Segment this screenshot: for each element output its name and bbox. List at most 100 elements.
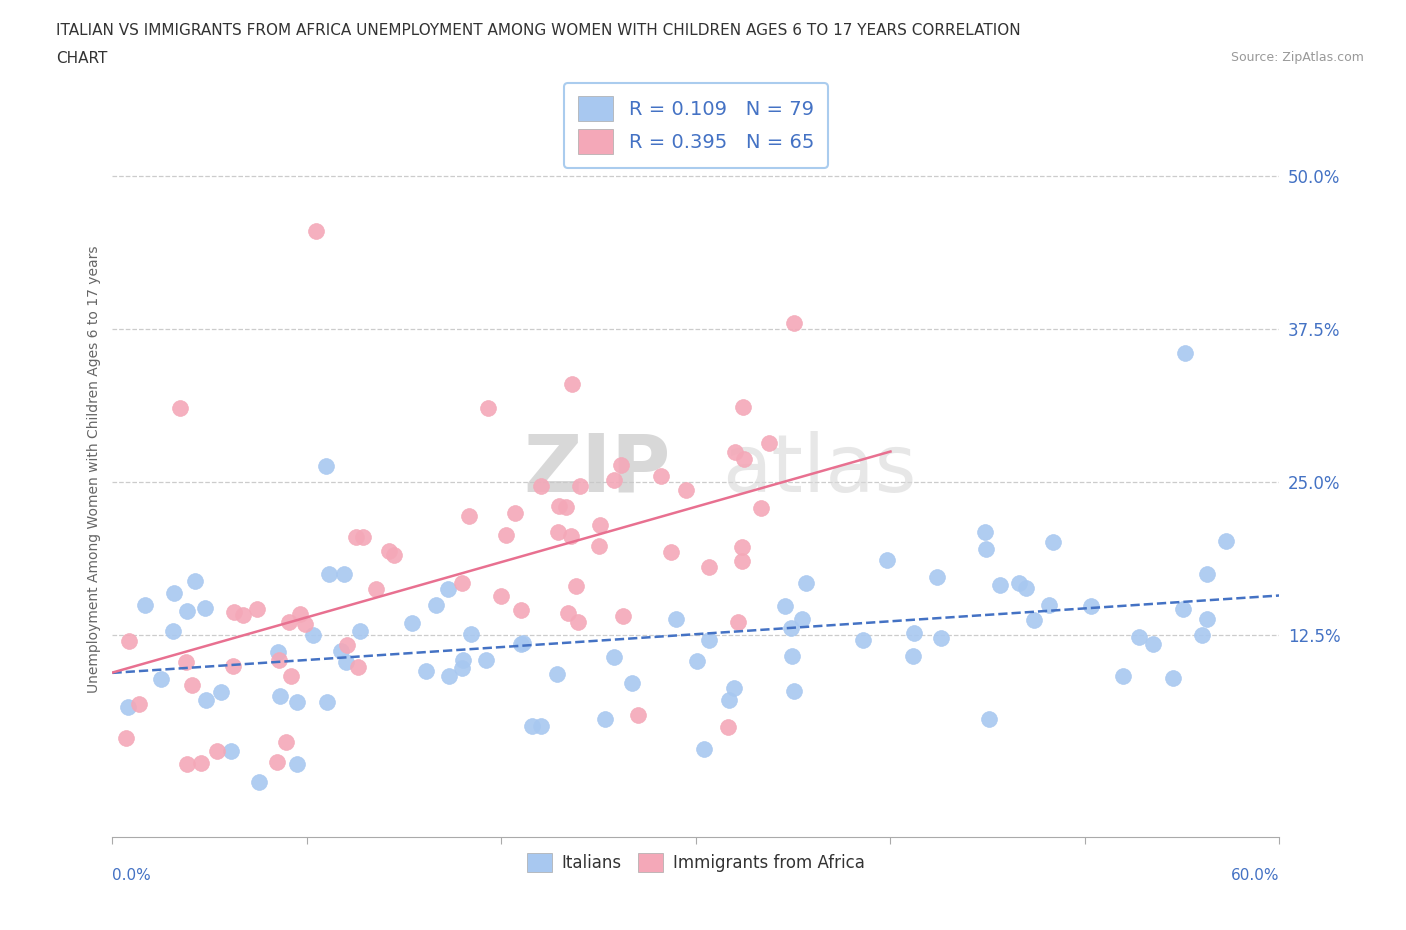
Point xyxy=(333,566,356,581)
Point xyxy=(1174,346,1197,361)
Text: 60.0%: 60.0% xyxy=(1232,868,1279,883)
Point xyxy=(222,659,245,674)
Point xyxy=(973,525,995,540)
Point xyxy=(758,436,780,451)
Point xyxy=(330,644,353,658)
Point xyxy=(1215,534,1237,549)
Point xyxy=(627,707,650,722)
Point xyxy=(176,756,198,771)
Point xyxy=(128,697,150,711)
Point xyxy=(1161,671,1184,686)
Point xyxy=(1195,566,1218,581)
Point xyxy=(603,649,626,664)
Point xyxy=(697,560,720,575)
Point xyxy=(344,530,367,545)
Point xyxy=(346,659,368,674)
Point xyxy=(1015,580,1038,595)
Point xyxy=(547,525,569,539)
Point xyxy=(149,672,172,687)
Point xyxy=(530,478,553,493)
Point xyxy=(460,627,482,642)
Point xyxy=(790,612,813,627)
Point xyxy=(437,669,460,684)
Point xyxy=(221,744,243,759)
Point xyxy=(686,654,709,669)
Point xyxy=(162,623,184,638)
Point xyxy=(315,458,337,473)
Point xyxy=(512,636,534,651)
Point xyxy=(560,528,582,543)
Point xyxy=(1195,612,1218,627)
Point xyxy=(451,576,474,591)
Point xyxy=(382,548,405,563)
Point xyxy=(852,632,875,647)
Point xyxy=(779,620,801,635)
Point xyxy=(181,678,204,693)
Point xyxy=(364,582,387,597)
Point xyxy=(569,478,592,493)
Text: Source: ZipAtlas.com: Source: ZipAtlas.com xyxy=(1230,51,1364,64)
Point xyxy=(318,566,340,581)
Point xyxy=(554,499,576,514)
Point xyxy=(278,615,301,630)
Point xyxy=(621,676,644,691)
Point xyxy=(929,631,952,645)
Point xyxy=(246,602,269,617)
Point xyxy=(530,719,553,734)
Point xyxy=(425,597,447,612)
Point xyxy=(335,655,357,670)
Point xyxy=(901,649,924,664)
Point xyxy=(163,586,186,601)
Point xyxy=(1128,630,1150,644)
Point xyxy=(267,644,290,659)
Point xyxy=(285,756,308,771)
Point xyxy=(190,756,212,771)
Point xyxy=(727,614,749,629)
Point xyxy=(194,693,217,708)
Point xyxy=(588,538,610,553)
Point xyxy=(724,445,747,459)
Point xyxy=(717,720,740,735)
Point xyxy=(567,614,589,629)
Point xyxy=(1008,575,1031,590)
Point xyxy=(731,553,754,568)
Point xyxy=(316,695,339,710)
Point xyxy=(561,376,583,391)
Point xyxy=(612,608,634,623)
Point xyxy=(458,509,481,524)
Point xyxy=(134,597,156,612)
Text: ZIP: ZIP xyxy=(523,431,671,509)
Point xyxy=(548,498,571,513)
Point xyxy=(1191,628,1213,643)
Point xyxy=(783,684,806,698)
Point xyxy=(247,775,270,790)
Point xyxy=(665,612,688,627)
Point xyxy=(495,528,517,543)
Point xyxy=(176,655,198,670)
Point xyxy=(232,607,254,622)
Point xyxy=(290,606,312,621)
Point xyxy=(269,688,291,703)
Point xyxy=(780,649,803,664)
Point xyxy=(589,517,612,532)
Point xyxy=(336,638,359,653)
Point xyxy=(280,668,302,683)
Point xyxy=(437,582,460,597)
Point xyxy=(222,604,245,619)
Point xyxy=(1024,613,1046,628)
Point xyxy=(974,541,997,556)
Point xyxy=(1173,602,1195,617)
Point xyxy=(659,544,682,559)
Text: 0.0%: 0.0% xyxy=(112,868,152,883)
Point xyxy=(274,735,297,750)
Point xyxy=(730,539,752,554)
Point xyxy=(266,754,288,769)
Point xyxy=(650,469,672,484)
Point xyxy=(509,603,531,618)
Point xyxy=(1142,636,1164,651)
Text: atlas: atlas xyxy=(721,431,917,509)
Point xyxy=(489,588,512,603)
Point xyxy=(1112,669,1135,684)
Point xyxy=(876,552,898,567)
Point xyxy=(749,500,772,515)
